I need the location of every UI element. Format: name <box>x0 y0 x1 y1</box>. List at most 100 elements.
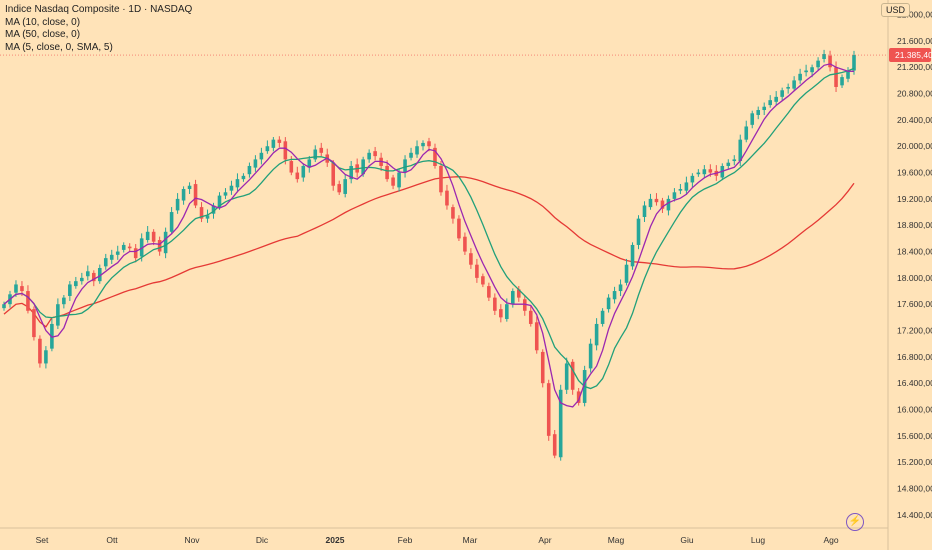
candle-body <box>613 291 617 299</box>
legend-ma5[interactable]: MA (5, close, 0, SMA, 5) <box>5 42 192 55</box>
y-tick-label: 17.600,00 <box>897 299 932 309</box>
candle-body <box>529 311 533 324</box>
candle-body <box>786 87 790 89</box>
candle-body <box>146 232 150 240</box>
candle-body <box>74 281 78 286</box>
candle-body <box>792 80 796 88</box>
candle-body <box>774 97 778 102</box>
candle-body <box>367 153 371 160</box>
candle-body <box>475 265 479 278</box>
y-tick-label: 20.800,00 <box>897 89 932 99</box>
candle-body <box>188 186 192 189</box>
candle-body <box>319 148 323 153</box>
candle-body <box>68 284 72 296</box>
y-tick-label: 18.000,00 <box>897 273 932 283</box>
candle-body <box>565 363 569 389</box>
y-tick-label: 18.800,00 <box>897 220 932 230</box>
candle-body <box>385 166 389 179</box>
candle-body <box>804 71 808 73</box>
candle-body <box>601 311 605 324</box>
candle-body <box>499 309 503 317</box>
candle-body <box>744 126 748 139</box>
candle-body <box>697 173 701 175</box>
candle-body <box>391 177 395 185</box>
x-tick-label: Ago <box>823 535 838 545</box>
y-tick-label: 17.200,00 <box>897 326 932 336</box>
candle-body <box>415 146 419 154</box>
candle-body <box>302 166 306 178</box>
candle-body <box>607 298 611 310</box>
ma5-line <box>4 64 854 407</box>
candle-body <box>278 140 282 143</box>
legend-title[interactable]: Indice Nasdaq Composite · 1D · NASDAQ <box>5 4 192 17</box>
candle-body <box>553 434 557 455</box>
candle-body <box>816 61 820 68</box>
lightning-icon[interactable]: ⚡ <box>846 513 864 531</box>
candle-body <box>236 179 240 187</box>
candle-body <box>487 286 491 298</box>
candle-body <box>242 176 246 179</box>
currency-label[interactable]: USD <box>881 3 910 17</box>
candle-body <box>511 291 515 304</box>
candle-body <box>20 286 24 291</box>
candle-body <box>685 182 689 190</box>
candle-body <box>26 291 30 311</box>
y-tick-label: 16.400,00 <box>897 378 932 388</box>
candle-body <box>481 276 485 284</box>
ma5-layer <box>4 64 854 407</box>
candle-body <box>254 159 258 167</box>
candle-body <box>337 184 341 192</box>
candle-body <box>116 252 120 255</box>
candle-body <box>164 232 168 253</box>
x-tick-label: Giu <box>680 535 694 545</box>
candle-body <box>248 166 252 174</box>
candle-body <box>80 278 84 281</box>
candle-body <box>756 110 760 115</box>
y-tick-label: 21.200,00 <box>897 62 932 72</box>
candle-body <box>421 143 425 146</box>
candle-body <box>703 169 707 174</box>
legend-ma10[interactable]: MA (10, close, 0) <box>5 17 192 30</box>
candle-body <box>44 350 48 363</box>
x-tick-label: Ott <box>106 535 118 545</box>
y-tick-label: 19.600,00 <box>897 168 932 178</box>
candle-body <box>403 159 407 172</box>
candle-body <box>810 67 814 72</box>
candle-body <box>589 344 593 369</box>
candle-body <box>637 219 641 245</box>
candle-body <box>828 56 832 68</box>
candle-body <box>547 383 551 436</box>
candle-body <box>122 245 126 250</box>
x-tick-label: 2025 <box>326 535 345 545</box>
candle-body <box>463 237 467 252</box>
candle-body <box>110 255 114 260</box>
candle-body <box>230 186 234 191</box>
candle-body <box>673 192 677 199</box>
legend-ma50[interactable]: MA (50, close, 0) <box>5 29 192 42</box>
candle-body <box>679 189 683 191</box>
candle-body <box>768 100 772 105</box>
candle-body <box>505 304 509 319</box>
x-tick-label: Mag <box>608 535 625 545</box>
x-tick-label: Dic <box>256 535 269 545</box>
y-tick-label: 14.400,00 <box>897 510 932 520</box>
candle-body <box>260 153 264 160</box>
candle-body <box>732 159 736 161</box>
candle-body <box>170 212 174 232</box>
x-tick-label: Lug <box>751 535 765 545</box>
y-tick-label: 15.600,00 <box>897 431 932 441</box>
candle-body <box>840 77 844 85</box>
candle-body <box>56 304 60 325</box>
candle-body <box>176 199 180 211</box>
candle-body <box>451 207 455 219</box>
candle-body <box>373 151 377 156</box>
y-tick-label: 14.800,00 <box>897 484 932 494</box>
candle-body <box>625 265 629 283</box>
candle-body <box>104 258 108 266</box>
candle-body <box>643 205 647 217</box>
x-tick-label: Apr <box>538 535 551 545</box>
x-tick-label: Set <box>36 535 49 545</box>
